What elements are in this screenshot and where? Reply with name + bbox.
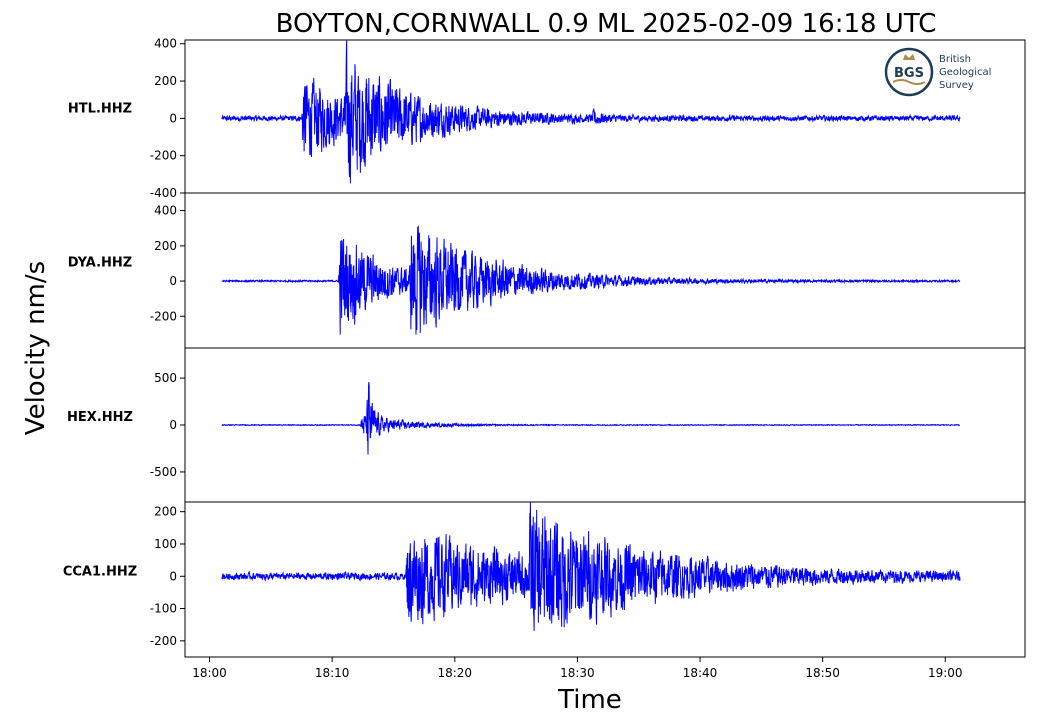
station-label: DYA.HHZ xyxy=(68,256,132,271)
y-tick-label: 0 xyxy=(169,111,177,125)
station-label: HEX.HHZ xyxy=(67,410,133,425)
x-tick-label: 18:50 xyxy=(805,666,840,680)
y-tick-label: -100 xyxy=(150,602,177,616)
y-tick-label: -200 xyxy=(150,149,177,163)
station-label: HTL.HHZ xyxy=(68,102,132,117)
x-tick-label: 19:00 xyxy=(928,666,963,680)
panel-frame xyxy=(184,192,1026,349)
bgs-logo-ring-icon xyxy=(884,47,934,97)
y-tick-label: 0 xyxy=(169,569,177,583)
x-tick-label: 18:00 xyxy=(192,666,227,680)
station-label: CCA1.HHZ xyxy=(63,565,137,580)
bgs-logo: BGS British Geological Survey xyxy=(884,47,991,97)
y-tick-label: 200 xyxy=(154,505,177,519)
x-tick-label: 18:10 xyxy=(315,666,350,680)
x-tick-label: 18:30 xyxy=(560,666,595,680)
panel-hex-hhz: 500 0 -500 HEX.HHZ xyxy=(67,347,1026,503)
y-tick-label: 400 xyxy=(154,37,177,51)
x-tick-label: 18:40 xyxy=(683,666,718,680)
panels-group: 400 200 0 -200 -400 HTL.HHZ 400 200 0 -200 DYA.HHZ… xyxy=(63,37,1026,658)
chart-title: BOYTON,CORNWALL 0.9 ML 2025-02-09 16:18 … xyxy=(276,9,937,39)
bgs-logo-waves-icon xyxy=(892,79,926,85)
bgs-logo-line-3: Survey xyxy=(939,80,974,91)
panel-dya-hhz: 400 200 0 -200 DYA.HHZ xyxy=(68,192,1026,349)
y-tick-label: 200 xyxy=(154,74,177,88)
y-tick-label: 400 xyxy=(154,204,177,218)
y-tick-label: -200 xyxy=(150,309,177,323)
y-tick-label: 0 xyxy=(169,274,177,288)
waveform-trace xyxy=(221,225,961,335)
panel-frame xyxy=(184,501,1026,658)
waveform-trace xyxy=(221,39,961,184)
x-tick-label: 18:20 xyxy=(437,666,472,680)
y-axis-title: Velocity nm/s xyxy=(21,261,51,435)
y-tick-label: -400 xyxy=(150,186,177,200)
bgs-logo-line-2: Geological xyxy=(939,67,991,78)
y-tick-label: 200 xyxy=(154,239,177,253)
bgs-logo-line-1: British xyxy=(939,54,971,65)
x-axis-title: Time xyxy=(557,685,622,715)
x-axis: 18:00 18:10 18:20 18:30 18:40 18:50 19:00 xyxy=(192,657,963,680)
bgs-logo-abbr: BGS xyxy=(894,66,924,81)
bgs-logo-crown-icon xyxy=(903,54,915,60)
y-tick-label: 100 xyxy=(154,537,177,551)
waveform-trace xyxy=(221,502,961,631)
panel-cca1-hhz: 200 100 0 -100 -200 CCA1.HHZ xyxy=(63,501,1026,658)
waveform-trace xyxy=(221,381,961,455)
y-tick-label: 0 xyxy=(169,418,177,432)
y-tick-label: 500 xyxy=(154,371,177,385)
y-tick-label: -200 xyxy=(150,634,177,648)
y-tick-label: -500 xyxy=(150,465,177,479)
panel-htl-hhz: 400 200 0 -200 -400 HTL.HHZ xyxy=(68,37,1026,200)
